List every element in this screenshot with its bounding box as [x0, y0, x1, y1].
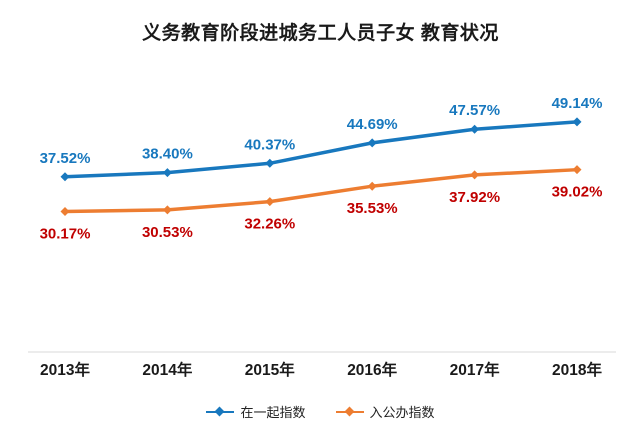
data-point-marker: [162, 205, 172, 215]
x-axis-label: 2014年: [142, 362, 193, 379]
data-point-marker: [367, 181, 377, 191]
data-point-marker: [60, 172, 70, 182]
chart-title: 义务教育阶段进城务工人员子女 教育状况: [142, 23, 499, 44]
data-point-marker: [367, 138, 377, 148]
x-axis-label: 2015年: [244, 362, 295, 379]
data-point-marker: [162, 168, 172, 178]
legend-label: 入公办指数: [369, 405, 435, 420]
legend-label: 在一起指数: [240, 405, 306, 420]
data-label: 44.69%: [347, 116, 398, 133]
data-label: 39.02%: [552, 184, 603, 201]
x-axis-label: 2018年: [552, 362, 602, 379]
chart-legend: 在一起指数 入公办指数: [0, 402, 641, 421]
data-point-marker: [265, 197, 275, 207]
data-point-marker: [572, 165, 582, 175]
data-label: 35.53%: [347, 200, 398, 217]
data-label: 37.92%: [449, 189, 500, 206]
x-axis: 2013年 2014年 2015年 2016年 2017年 2018年: [0, 358, 641, 384]
plot-area: 37.52% 38.40% 40.37% 44.69% 47.57% 49.14% 30.1…: [28, 95, 616, 353]
data-label: 40.37%: [244, 136, 295, 153]
legend-item-0: 在一起指数: [206, 402, 306, 421]
data-point-marker: [470, 124, 480, 134]
series-line-0: [64, 120, 578, 179]
data-label: 32.26%: [244, 216, 295, 233]
data-label: 47.57%: [449, 102, 500, 119]
series-line-1: [64, 167, 578, 214]
data-point-marker: [60, 207, 70, 217]
legend-marker-icon: [335, 406, 364, 417]
data-label: 30.53%: [142, 224, 193, 241]
data-label: 38.40%: [142, 146, 193, 163]
data-point-marker: [470, 170, 480, 180]
data-point-marker: [265, 158, 275, 168]
legend-marker-icon: [206, 406, 235, 417]
data-label: 30.17%: [40, 226, 91, 243]
x-axis-label: 2017年: [449, 362, 500, 379]
data-label: 37.52%: [40, 150, 91, 167]
x-axis-label: 2016年: [347, 362, 398, 379]
data-label: 49.14%: [552, 95, 603, 112]
x-axis-label: 2013年: [40, 362, 90, 379]
data-point-marker: [572, 117, 582, 127]
legend-item-1: 入公办指数: [335, 402, 435, 421]
